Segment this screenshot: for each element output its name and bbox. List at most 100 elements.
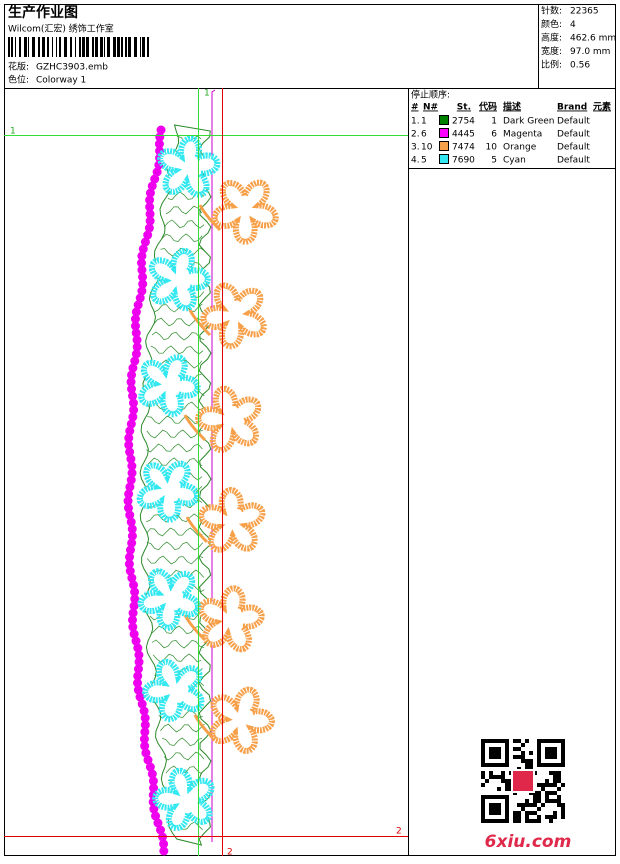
edge-bead bbox=[126, 475, 136, 485]
guide-label: 2 bbox=[396, 827, 402, 837]
edge-bead bbox=[145, 209, 155, 219]
stem bbox=[183, 414, 207, 442]
edge-bead bbox=[130, 356, 140, 366]
qr-module bbox=[545, 751, 549, 755]
needle: 6 bbox=[421, 130, 427, 140]
qr-module bbox=[497, 803, 501, 807]
qr-module bbox=[505, 799, 509, 803]
qr-module bbox=[561, 751, 565, 755]
code: 1 bbox=[491, 117, 497, 127]
bar-line bbox=[125, 37, 127, 57]
edge-bead bbox=[140, 741, 150, 751]
edge-bead bbox=[156, 825, 166, 835]
qr-module bbox=[545, 763, 549, 767]
qr-module bbox=[557, 803, 561, 807]
qr-module bbox=[501, 775, 505, 779]
qr-module bbox=[517, 747, 521, 751]
qr-module bbox=[493, 819, 497, 823]
qr-module bbox=[489, 795, 493, 799]
qr-module bbox=[545, 795, 549, 799]
guide-label: 1 bbox=[204, 89, 210, 99]
qr-module bbox=[545, 783, 549, 787]
qr-module bbox=[553, 763, 557, 767]
design-drawing bbox=[123, 89, 279, 856]
qr-module bbox=[517, 815, 521, 819]
edge-bead bbox=[130, 314, 140, 324]
bar-line bbox=[100, 37, 103, 57]
qr-module bbox=[537, 815, 541, 819]
qr-module bbox=[481, 743, 485, 747]
qr-module bbox=[537, 763, 541, 767]
qr-module bbox=[537, 807, 541, 811]
company: Wilcom(汇宏) 绣饰工作室 bbox=[8, 23, 114, 35]
column-header: 元素 bbox=[593, 101, 611, 113]
stat-value: 0.56 bbox=[570, 61, 590, 71]
qr-module bbox=[489, 755, 493, 759]
qr-module bbox=[561, 755, 565, 759]
qr-module bbox=[553, 799, 557, 803]
bar-line bbox=[24, 37, 27, 57]
lace-stitch bbox=[147, 415, 204, 425]
qr-module bbox=[549, 763, 553, 767]
edge-bead bbox=[130, 587, 140, 597]
qr-module bbox=[481, 807, 485, 811]
qr-module bbox=[541, 739, 545, 743]
stitches: 7474 bbox=[452, 143, 475, 153]
edge-bead bbox=[159, 839, 169, 849]
qr-module bbox=[545, 747, 549, 751]
edge-bead bbox=[123, 503, 133, 513]
edge-bead bbox=[128, 398, 138, 408]
edge-bead bbox=[127, 531, 137, 541]
lace-stitch bbox=[161, 737, 203, 746]
stat-label: 高度: bbox=[541, 32, 562, 44]
qr-module bbox=[493, 747, 497, 751]
qr-module bbox=[501, 795, 505, 799]
qr-logo bbox=[511, 769, 535, 793]
qr-module bbox=[537, 759, 541, 763]
guide-label: 1 bbox=[10, 127, 16, 137]
qr-module bbox=[521, 751, 525, 755]
qr-module bbox=[489, 739, 493, 743]
edge-bead bbox=[139, 706, 149, 716]
edge-bead bbox=[133, 300, 143, 310]
column-header: Brand bbox=[557, 103, 587, 113]
design: GZHC3903.emb bbox=[36, 63, 108, 73]
qr-module bbox=[537, 791, 541, 795]
qr-module bbox=[501, 739, 505, 743]
bar-line bbox=[8, 37, 10, 57]
stat-label: 比例: bbox=[541, 59, 562, 71]
edge-bead bbox=[137, 251, 147, 261]
edge-bead bbox=[131, 349, 141, 359]
bar-line bbox=[86, 37, 89, 57]
edge-bead bbox=[145, 762, 155, 772]
edge-bead bbox=[133, 685, 143, 695]
flower bbox=[152, 767, 215, 832]
edge-bead bbox=[140, 713, 150, 723]
description: Cyan bbox=[503, 156, 526, 166]
description: Magenta bbox=[503, 130, 542, 140]
bar-line bbox=[121, 37, 123, 57]
lace-stitch bbox=[151, 639, 205, 649]
qr-module bbox=[529, 763, 533, 767]
stitches: 4445 bbox=[452, 130, 475, 140]
qr-module bbox=[489, 771, 493, 775]
qr-module bbox=[521, 807, 525, 811]
qr-module bbox=[493, 755, 497, 759]
edge-bead bbox=[130, 594, 140, 604]
lace-stitch bbox=[146, 527, 203, 537]
lace-stitch bbox=[146, 555, 204, 565]
edge-bead bbox=[149, 783, 159, 793]
bar-line bbox=[28, 37, 29, 57]
qr-module bbox=[557, 799, 561, 803]
stat-label: 宽度: bbox=[541, 45, 562, 57]
edge-bead bbox=[131, 307, 141, 317]
code: 10 bbox=[486, 143, 498, 153]
code: 6 bbox=[491, 130, 497, 140]
lace-stitch bbox=[145, 457, 203, 467]
edge-bead bbox=[138, 272, 148, 282]
qr-module bbox=[545, 815, 549, 819]
watermark: 6xiu.com bbox=[485, 832, 572, 852]
qr-module bbox=[501, 771, 505, 775]
qr-module bbox=[481, 759, 485, 763]
stat-label: 针数: bbox=[541, 5, 562, 17]
